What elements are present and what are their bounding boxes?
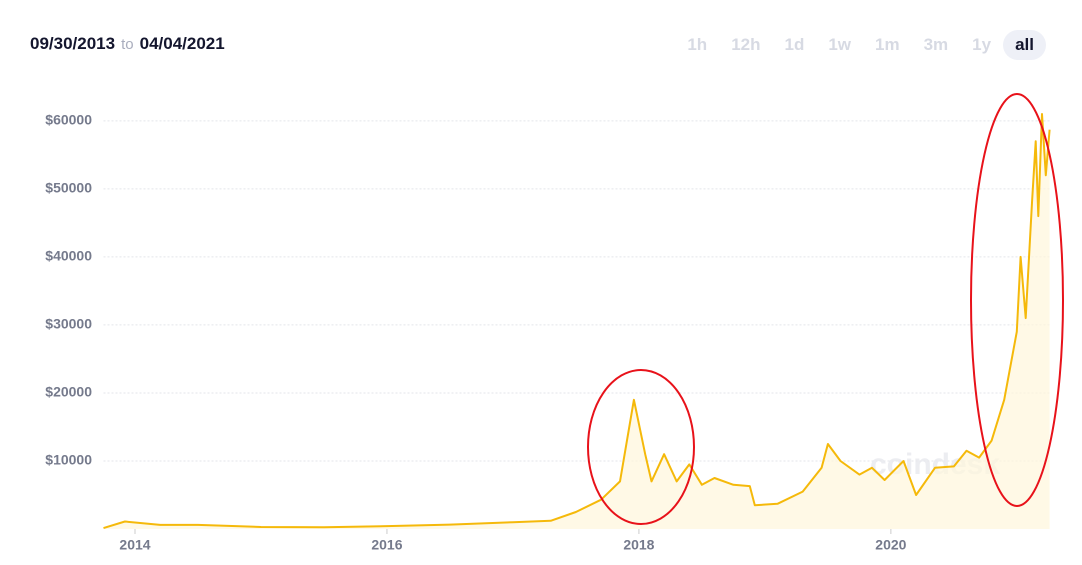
y-tick-label: $60000	[45, 112, 92, 128]
x-tick-label: 2018	[623, 537, 654, 553]
x-tick-label: 2020	[875, 537, 906, 553]
highlight-circle	[587, 369, 695, 525]
x-tick-label: 2016	[371, 537, 402, 553]
range-button[interactable]: 1y	[972, 35, 992, 54]
y-tick-label: $10000	[45, 452, 92, 468]
start-date: 09/30/2013	[30, 34, 116, 53]
x-tick-label: 2014	[119, 537, 150, 553]
date-sep: to	[121, 36, 134, 53]
range-button[interactable]: 12h	[731, 35, 761, 54]
range-button[interactable]: 1w	[828, 35, 852, 54]
range-button[interactable]: all	[1003, 30, 1046, 60]
y-tick-label: $40000	[45, 248, 92, 264]
y-tick-label: $30000	[45, 316, 92, 332]
range-button[interactable]: 1m	[875, 35, 900, 54]
y-tick-label: $50000	[45, 180, 92, 196]
range-button[interactable]: 3m	[923, 35, 949, 54]
highlight-circle	[970, 93, 1064, 507]
range-buttons: 1h 12h 1d 1w 1m 3m 1y all	[675, 30, 1046, 60]
end-date: 04/04/2021	[139, 34, 225, 53]
price-line	[103, 113, 1051, 530]
area	[103, 114, 1050, 529]
date-range: 09/30/2013 to 04/04/2021	[30, 34, 225, 54]
range-button[interactable]: 1d	[784, 35, 805, 54]
range-button[interactable]: 1h	[687, 35, 708, 54]
y-tick-label: $20000	[45, 384, 92, 400]
